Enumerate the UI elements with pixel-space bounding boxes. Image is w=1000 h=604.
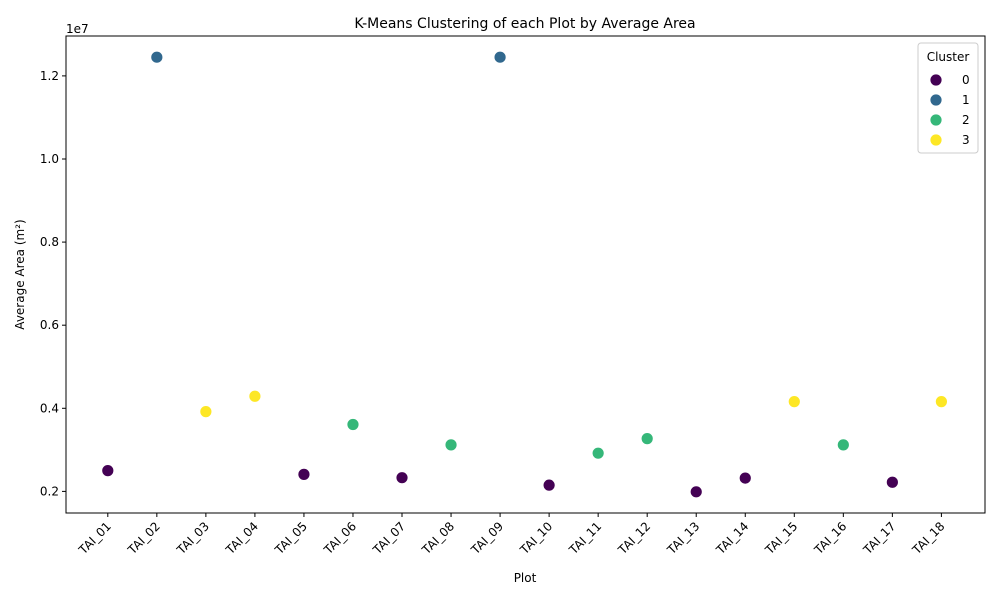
y-offset-text: 1e7 bbox=[66, 22, 89, 36]
y-tick-label: 0.6 bbox=[40, 318, 59, 332]
data-point bbox=[444, 438, 458, 452]
legend-entries: 0 1 2 3 bbox=[929, 73, 970, 147]
x-tick-label: TAI_11 bbox=[566, 519, 604, 557]
data-points bbox=[101, 50, 948, 499]
data-point bbox=[297, 467, 311, 481]
x-tick-label: TAI_12 bbox=[615, 519, 653, 557]
plot-area-frame bbox=[65, 35, 986, 514]
data-point bbox=[248, 389, 262, 403]
chart-title: K-Means Clustering of each Plot by Avera… bbox=[354, 16, 695, 32]
data-point bbox=[935, 395, 948, 409]
data-point bbox=[689, 485, 703, 499]
legend-marker bbox=[929, 93, 943, 107]
x-tick-label: TAI_05 bbox=[272, 519, 310, 557]
data-point bbox=[395, 471, 409, 485]
legend-label: 1 bbox=[962, 93, 970, 107]
data-point bbox=[101, 464, 115, 478]
data-point bbox=[150, 50, 164, 64]
data-point bbox=[787, 395, 801, 409]
x-tick-label: TAI_02 bbox=[124, 519, 162, 557]
x-tick-label: TAI_10 bbox=[517, 519, 555, 557]
y-tick-label: 0.4 bbox=[40, 401, 59, 415]
legend-title: Cluster bbox=[927, 50, 970, 64]
x-axis: TAI_01 TAI_02 TAI_03 TAI_04 TAI_05 TAI_06 TAI_… bbox=[75, 513, 948, 558]
x-tick-label: TAI_01 bbox=[75, 519, 113, 557]
x-tick-label: TAI_03 bbox=[174, 519, 212, 557]
y-axis: 0.2 0.4 0.6 0.8 1.0 1.2 bbox=[40, 69, 66, 498]
data-point bbox=[591, 446, 605, 460]
legend-marker bbox=[929, 113, 943, 127]
data-point bbox=[199, 405, 213, 419]
y-tick-label: 0.8 bbox=[40, 235, 59, 249]
y-axis-title: Average Area (m²) bbox=[13, 219, 27, 329]
x-tick-label: TAI_06 bbox=[321, 519, 359, 557]
y-tick-label: 1.0 bbox=[40, 152, 59, 166]
data-point bbox=[738, 471, 752, 485]
x-tick-label: TAI_15 bbox=[762, 519, 800, 557]
legend-marker bbox=[929, 133, 943, 147]
data-point bbox=[542, 478, 556, 492]
x-tick-label: TAI_09 bbox=[468, 519, 506, 557]
x-tick-label: TAI_18 bbox=[909, 519, 947, 557]
x-tick-label: TAI_04 bbox=[223, 519, 261, 557]
legend-marker bbox=[929, 73, 943, 87]
y-tick-label: 1.2 bbox=[40, 69, 59, 83]
data-point bbox=[885, 475, 899, 489]
x-tick-label: TAI_14 bbox=[713, 519, 751, 557]
data-point bbox=[836, 438, 850, 452]
x-tick-label: TAI_07 bbox=[370, 519, 408, 557]
data-point bbox=[493, 50, 507, 64]
x-tick-label: TAI_16 bbox=[811, 519, 849, 557]
legend-label: 0 bbox=[962, 73, 970, 87]
x-tick-label: TAI_13 bbox=[664, 519, 702, 557]
legend-label: 2 bbox=[962, 113, 970, 127]
x-tick-label: TAI_08 bbox=[419, 519, 457, 557]
legend: Cluster 0 1 2 3 bbox=[917, 42, 979, 154]
data-point bbox=[640, 432, 654, 446]
x-axis-title: Plot bbox=[514, 571, 537, 585]
x-tick-label: TAI_17 bbox=[860, 519, 898, 557]
y-tick-label: 0.2 bbox=[40, 484, 59, 498]
data-point bbox=[346, 418, 360, 431]
legend-label: 3 bbox=[962, 133, 970, 147]
